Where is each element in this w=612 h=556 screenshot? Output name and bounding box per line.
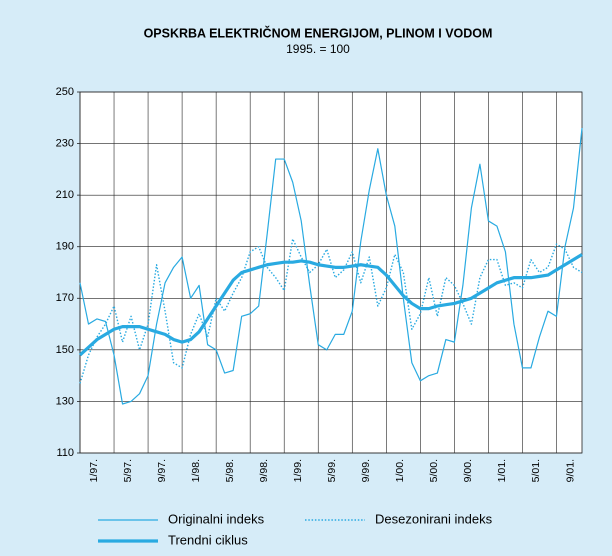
x-tick-label: 9/01. — [564, 459, 576, 482]
legend-label: Trendni ciklus — [168, 532, 248, 547]
legend-label: Desezonirani indeks — [375, 511, 493, 526]
x-tick-label: 9/00. — [462, 459, 474, 482]
chart-subtitle: 1995. = 100 — [286, 42, 350, 56]
legend-label: Originalni indeks — [168, 511, 265, 526]
series-line — [79, 238, 583, 384]
chart-title: OPSKRBA ELEKTRIČNOM ENERGIJOM, PLINOM I … — [144, 25, 493, 40]
y-tick-label: 150 — [56, 344, 74, 356]
series-line — [79, 128, 583, 405]
x-tick-label: 1/99. — [292, 459, 304, 482]
series-line — [78, 253, 583, 357]
y-tick-label: 130 — [56, 395, 74, 407]
y-tick-label: 230 — [56, 137, 74, 149]
x-tick-label: 9/98. — [258, 459, 270, 482]
x-tick-label: 5/01. — [530, 459, 542, 482]
x-tick-label: 5/00. — [428, 459, 440, 482]
x-tick-label: 5/98. — [224, 459, 236, 482]
x-tick-label: 1/97. — [88, 459, 100, 482]
x-tick-label: 9/99. — [360, 459, 372, 482]
plot-area — [80, 92, 582, 453]
x-tick-label: 5/99. — [326, 459, 338, 482]
x-tick-label: 1/01. — [496, 459, 508, 482]
y-tick-label: 170 — [56, 292, 74, 304]
x-tick-label: 5/97. — [122, 459, 134, 482]
x-tick-label: 1/98. — [190, 459, 202, 482]
x-tick-label: 1/00. — [394, 459, 406, 482]
y-tick-label: 210 — [56, 189, 74, 201]
x-tick-label: 9/97. — [156, 459, 168, 482]
y-tick-label: 250 — [56, 86, 74, 98]
y-tick-label: 190 — [56, 241, 74, 253]
y-tick-label: 110 — [56, 447, 74, 459]
